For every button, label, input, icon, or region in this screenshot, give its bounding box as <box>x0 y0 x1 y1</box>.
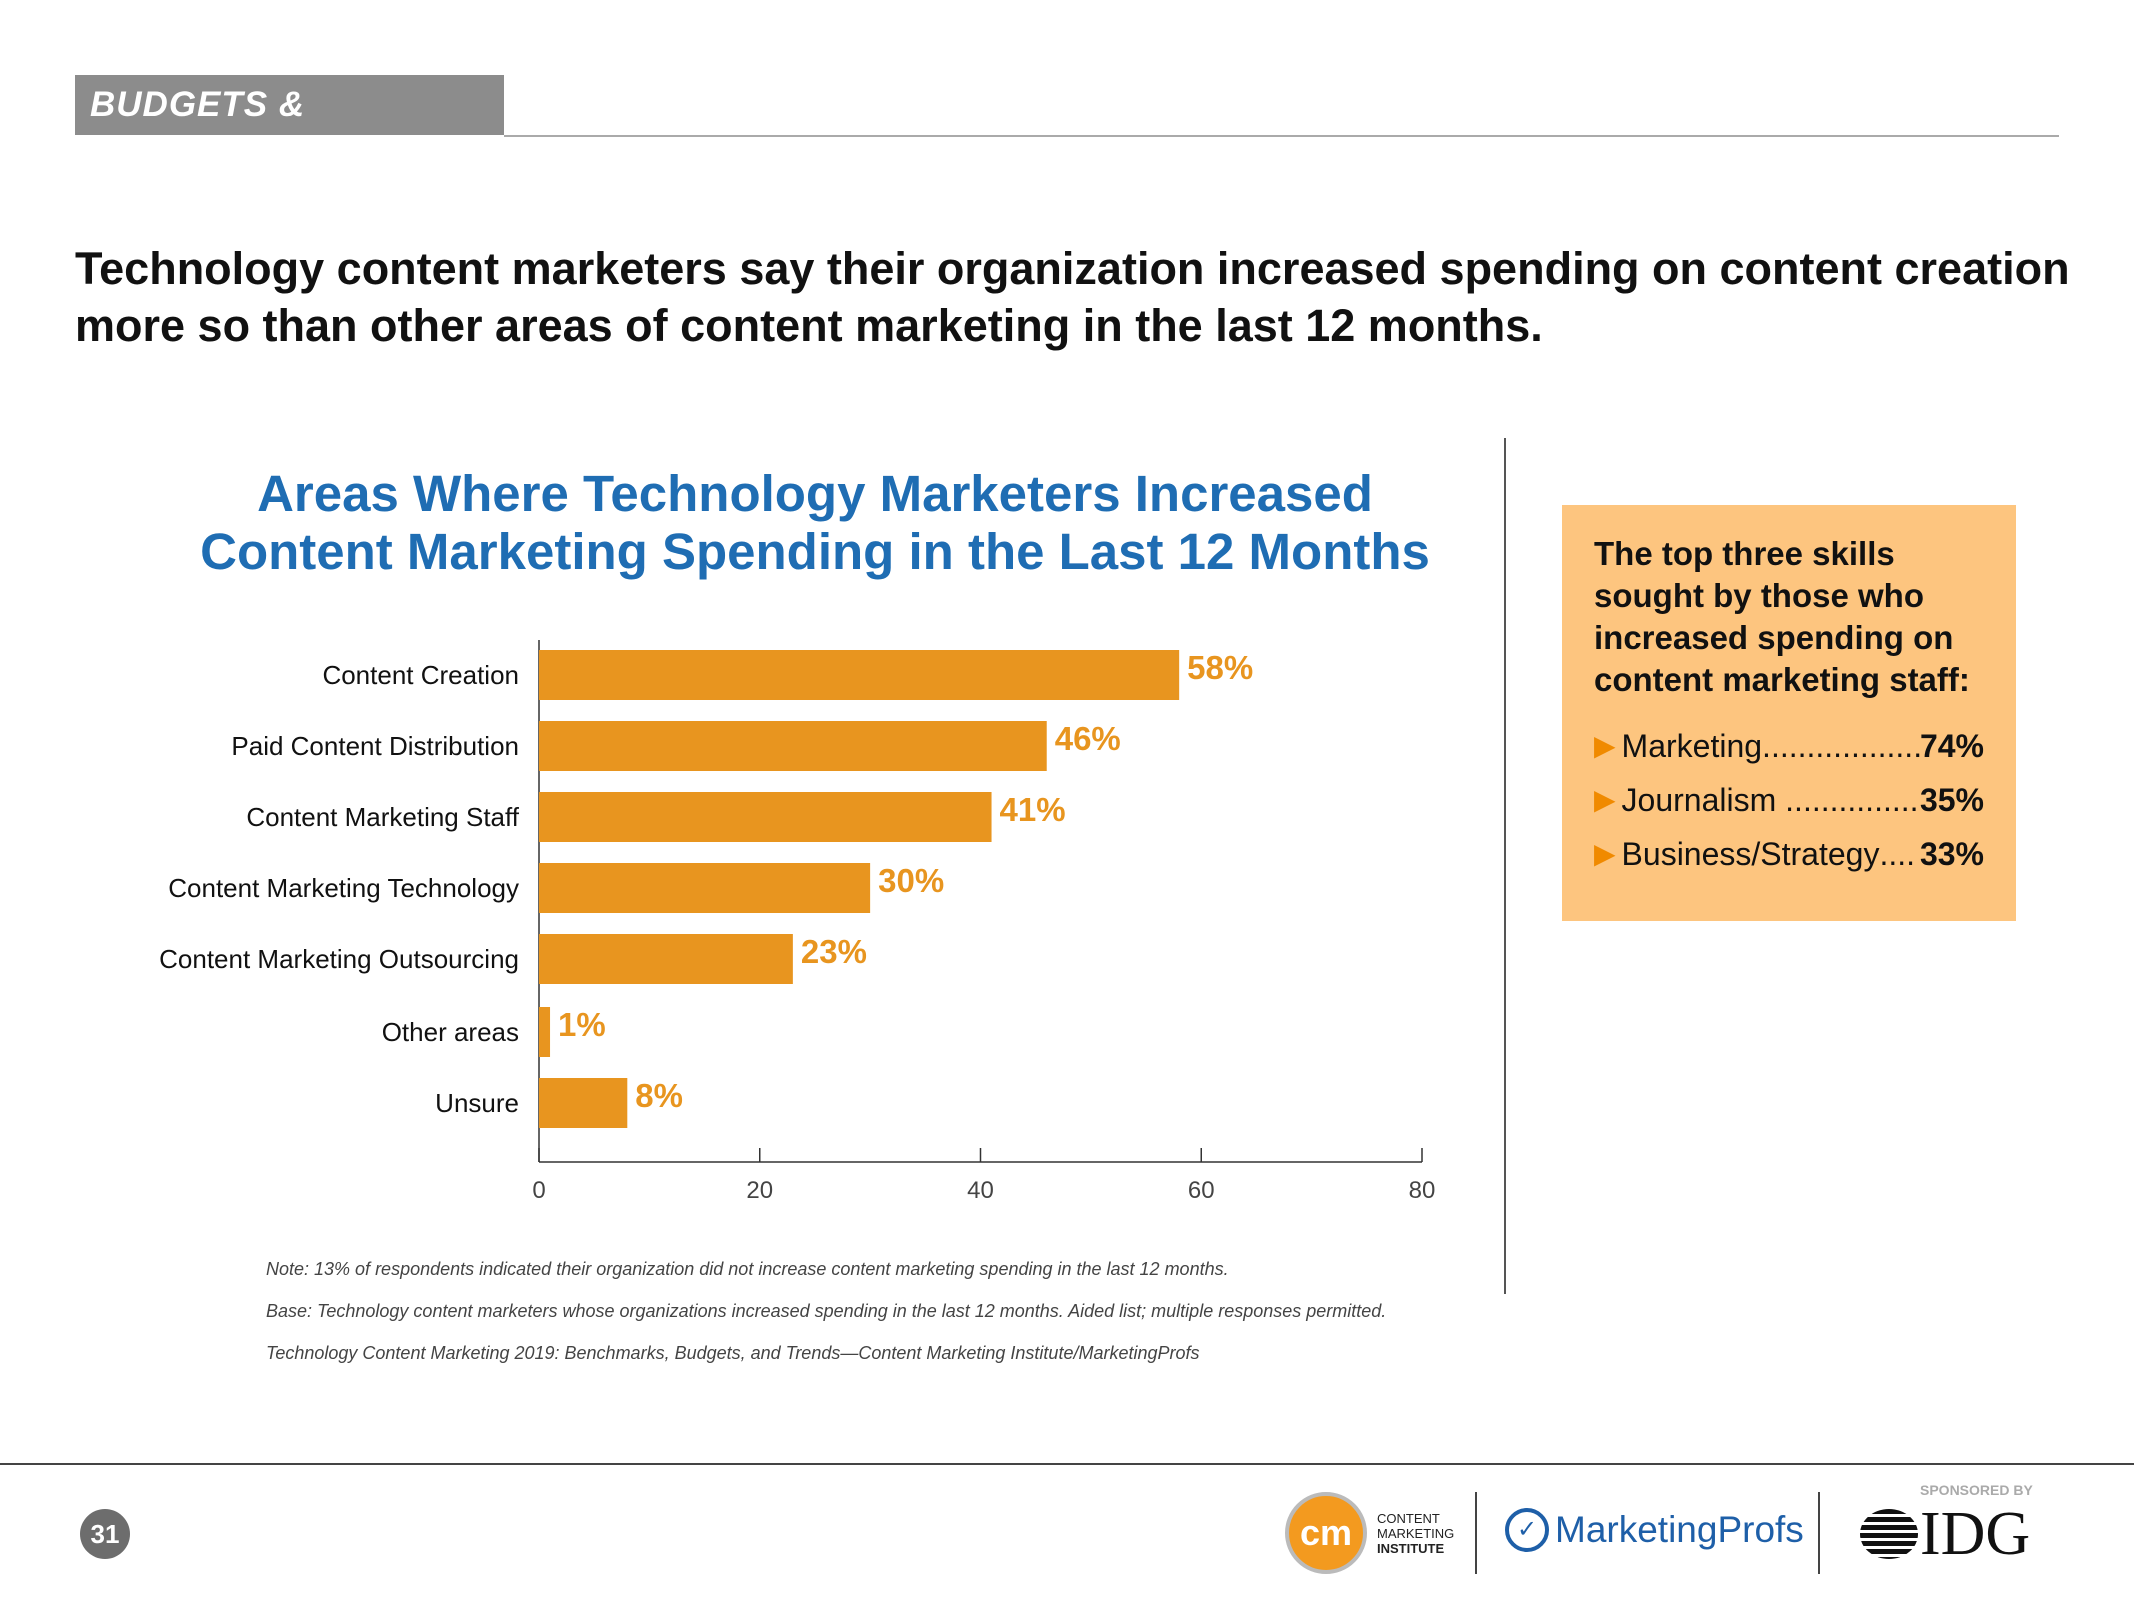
category-label: Content Marketing Technology <box>168 873 519 903</box>
bird-icon: ✓ <box>1505 1508 1549 1552</box>
idg-globe-icon <box>1860 1509 1918 1559</box>
value-label: 46% <box>1055 720 1121 757</box>
leader-dots: .............................. <box>1785 782 1920 818</box>
x-tick-label: 80 <box>1409 1177 1436 1204</box>
value-label: 30% <box>878 862 944 899</box>
bar <box>539 721 1047 771</box>
bar <box>539 650 1180 700</box>
vertical-divider <box>1504 438 1506 1294</box>
bar <box>539 1007 551 1057</box>
idg-logo: IDG <box>1860 1503 2030 1565</box>
section-tag: BUDGETS & SPENDING <box>75 75 504 184</box>
marketingprofs-text: MarketingProfs <box>1555 1509 1804 1550</box>
leader-dots: .............................. <box>1762 728 1920 764</box>
skills-callout: The top three skills sought by those who… <box>1562 505 2016 921</box>
chart-note: Note: 13% of respondents indicated their… <box>266 1259 1229 1279</box>
bar <box>539 863 871 913</box>
sponsored-by-label: SPONSORED BY <box>1920 1482 2033 1498</box>
x-tick-label: 60 <box>1188 1177 1215 1204</box>
cmi-logo-mark: cm <box>1285 1492 1367 1574</box>
bar-chart: 0 20 40 60 80 Content Creation 58% Paid Content… <box>159 640 1436 1204</box>
skill-value: 35% <box>1919 782 1984 818</box>
skill-item: ▶Marketing..............................… <box>1594 719 1984 773</box>
x-tick-label: 20 <box>746 1177 773 1204</box>
footer-rule <box>0 1463 2134 1465</box>
skill-value: 74% <box>1919 728 1984 764</box>
triangle-bullet-icon: ▶ <box>1594 784 1616 815</box>
idg-text: IDG <box>1920 1500 2031 1568</box>
cmi-line: CONTENT <box>1377 1510 1440 1526</box>
cmi-logo: cm CONTENT MARKETING INSTITUTE <box>1285 1492 1454 1574</box>
value-label: 58% <box>1187 649 1253 686</box>
bar <box>539 1078 628 1128</box>
category-label: Content Marketing Outsourcing <box>159 944 519 974</box>
skill-item: ▶ Business/Strategy.... 33% <box>1594 827 1984 881</box>
skill-value: 33% <box>1919 836 1984 872</box>
marketingprofs-logo: ✓ MarketingProfs <box>1505 1508 1804 1552</box>
x-tick-label: 0 <box>532 1177 545 1204</box>
cmi-line: MARKETING <box>1377 1525 1455 1541</box>
category-label: Content Marketing Staff <box>246 802 519 832</box>
page-number: 31 <box>80 1509 130 1559</box>
skill-label: Journalism <box>1621 782 1777 818</box>
skill-item: ▶Journalism ............................… <box>1594 773 1984 827</box>
value-label: 1% <box>558 1006 606 1043</box>
triangle-bullet-icon: ▶ <box>1594 730 1616 761</box>
logo-divider <box>1475 1492 1477 1574</box>
skill-label: Business/Strategy <box>1621 836 1880 872</box>
cmi-logo-text: CONTENT MARKETING INSTITUTE <box>1377 1511 1454 1556</box>
category-label: Content Creation <box>322 660 519 690</box>
chart-title: Areas Where Technology Marketers Increas… <box>130 465 1500 581</box>
category-label: Unsure <box>435 1088 519 1118</box>
category-label: Other areas <box>382 1017 519 1047</box>
value-label: 23% <box>801 933 867 970</box>
headline: Technology content marketers say their o… <box>75 243 2070 351</box>
bar <box>539 792 992 842</box>
x-tick-label: 40 <box>967 1177 994 1204</box>
bar <box>539 934 793 984</box>
cmi-line: INSTITUTE <box>1377 1540 1445 1556</box>
category-label: Paid Content Distribution <box>231 731 519 761</box>
logo-divider <box>1818 1492 1820 1574</box>
skill-label: Marketing <box>1621 728 1763 764</box>
leader-dots: .... <box>1879 836 1916 872</box>
chart-title-line: Content Marketing Spending in the Last 1… <box>200 523 1430 580</box>
chart-title-line: Areas Where Technology Marketers Increas… <box>257 465 1373 522</box>
callout-title: The top three skills sought by those who… <box>1594 535 1970 698</box>
header-rule <box>504 135 2059 137</box>
chart-base: Base: Technology content marketers whose… <box>266 1301 1387 1321</box>
value-label: 41% <box>1000 791 1066 828</box>
chart-source: Technology Content Marketing 2019: Bench… <box>266 1343 1200 1363</box>
triangle-bullet-icon: ▶ <box>1594 838 1616 869</box>
value-label: 8% <box>635 1077 683 1114</box>
